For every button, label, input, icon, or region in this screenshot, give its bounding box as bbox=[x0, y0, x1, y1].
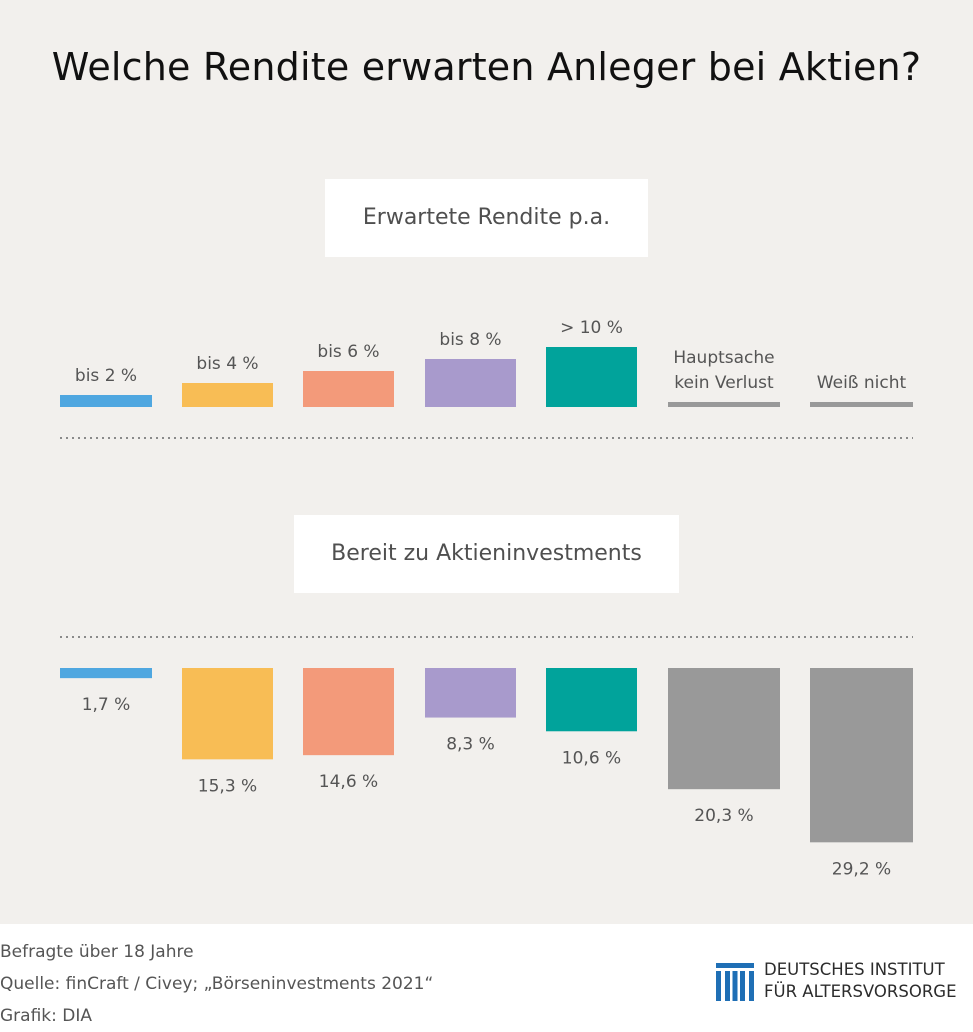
investment-share-bar bbox=[668, 668, 780, 790]
investment-share-bar bbox=[182, 668, 273, 760]
footer-respondents: Befragte über 18 Jahre bbox=[0, 942, 194, 962]
footer-notes: Befragte über 18 Jahre Quelle: finCraft … bbox=[0, 936, 433, 1032]
value-label: 20,3 % bbox=[694, 806, 753, 826]
investment-share-bar bbox=[425, 668, 516, 718]
return-category-bar bbox=[668, 402, 780, 407]
value-label: 10,6 % bbox=[562, 748, 621, 768]
value-label: 8,3 % bbox=[446, 735, 495, 755]
category-label: bis 2 % bbox=[75, 366, 137, 386]
value-label: 15,3 % bbox=[198, 776, 257, 796]
footer-graphic-credit: Grafik: DIA bbox=[0, 1006, 92, 1026]
return-category-bar bbox=[425, 359, 516, 407]
chart-title: Welche Rendite erwarten Anleger bei Akti… bbox=[51, 45, 922, 89]
return-category-bar bbox=[810, 402, 913, 407]
category-label: bis 6 % bbox=[317, 342, 379, 362]
institute-logo-icon bbox=[716, 963, 754, 1001]
dia-logo: DEUTSCHES INSTITUT FÜR ALTERSVORSORGE bbox=[716, 959, 973, 1003]
investment-share-bar bbox=[810, 668, 913, 843]
footer-source: Quelle: finCraft / Civey; „Börseninvestm… bbox=[0, 974, 434, 994]
return-category-bar bbox=[546, 347, 637, 407]
return-category-bar bbox=[182, 383, 273, 407]
category-label: Weiß nicht bbox=[817, 373, 907, 393]
investment-share-bar bbox=[303, 668, 394, 756]
value-label: 29,2 % bbox=[832, 859, 891, 879]
logo-text-line2: FÜR ALTERSVORSORGE bbox=[764, 982, 957, 1001]
chart-panel: Welche Rendite erwarten Anleger bei Akti… bbox=[0, 0, 973, 924]
category-label: Hauptsache bbox=[673, 348, 774, 368]
investment-share-bar bbox=[60, 668, 152, 679]
logo-text: DEUTSCHES INSTITUT FÜR ALTERSVORSORGE bbox=[764, 959, 957, 1003]
section-label-expected-return: Erwartete Rendite p.a. bbox=[325, 179, 648, 257]
bar-chart: bis 2 % bis 4 % bis 6 % bis 8 % > 10 % Haupts… bbox=[60, 318, 913, 879]
return-category-bar bbox=[303, 371, 394, 407]
category-label: kein Verlust bbox=[674, 373, 774, 393]
return-category-bar bbox=[60, 395, 152, 407]
investment-share-bar bbox=[546, 668, 637, 732]
category-label: > 10 % bbox=[560, 318, 623, 338]
category-label: bis 8 % bbox=[439, 330, 501, 350]
value-label: 1,7 % bbox=[82, 695, 131, 715]
logo-text-line1: DEUTSCHES INSTITUT bbox=[764, 960, 945, 979]
value-label: 14,6 % bbox=[319, 772, 378, 792]
category-label: bis 4 % bbox=[196, 354, 258, 374]
section-label-willing-to-invest: Bereit zu Aktieninvestments bbox=[294, 515, 679, 593]
